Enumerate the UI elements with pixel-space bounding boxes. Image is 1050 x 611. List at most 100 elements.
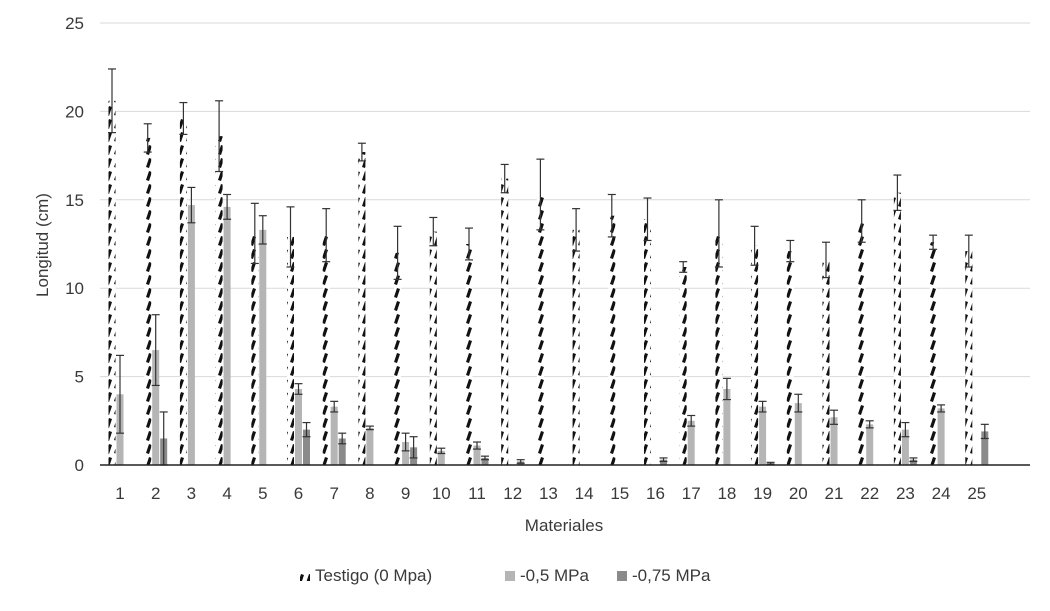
error-bar [607,193,616,238]
legend-item: -0,5 MPa [505,566,590,585]
bar [786,251,794,465]
error-bar [714,199,723,268]
error-bar [322,208,331,263]
bar [366,427,374,465]
x-tick-label: 3 [187,484,196,503]
bar [794,403,802,465]
x-tick-label: 20 [789,484,808,503]
x-tick-label: 11 [468,484,486,503]
error-bar [687,414,696,427]
bar [965,251,973,465]
error-bar [937,404,946,413]
error-bar [143,123,152,153]
error-bar [822,241,830,279]
y-tick-label: 5 [75,368,84,387]
legend-item: Testigo (0 Mpa) [300,566,432,585]
bar [437,450,445,465]
x-tick-label: 13 [539,484,558,503]
error-bar [722,377,731,401]
error-bar [786,239,795,263]
error-bar [223,193,232,220]
error-bar [409,436,418,459]
error-bar [794,393,803,413]
x-tick-label: 16 [646,484,665,503]
x-tick-label: 14 [575,484,594,503]
error-bar [643,197,652,242]
legend-swatch [505,571,515,581]
x-axis-title: Materiales [525,516,603,535]
error-bar [429,216,438,247]
error-bar [365,425,374,431]
bar [108,100,116,466]
bar [909,459,917,465]
error-bar [151,314,160,387]
bar [536,194,544,465]
error-bar [536,158,545,231]
x-tick-labels: 1 2 3 4 5 6 7 8 9 10 11 12 13 14 15 16 17 18 19 20 21 22 23 24 2… [115,484,986,503]
x-tick-label: 5 [258,484,267,503]
x-tick-label: 21 [825,484,844,503]
error-bar [750,225,759,266]
error-bar [401,432,410,452]
error-bar [980,423,989,440]
bar [822,259,830,465]
error-bar [393,225,402,280]
y-tick-label: 25 [65,14,84,33]
x-tick-label: 24 [932,484,951,503]
error-bar [338,432,347,445]
bar [608,215,616,465]
y-axis-title: Longitud (cm) [33,193,52,297]
error-bar [830,409,838,425]
bar [687,420,695,465]
bar [179,118,187,466]
x-tick-label: 9 [401,484,410,503]
bar [858,221,866,465]
error-bar [481,455,489,461]
error-bar [516,459,525,464]
error-bar [901,421,910,438]
x-tick-label: 8 [365,484,374,503]
error-bar [964,234,973,268]
bar [330,406,338,465]
x-tick-label: 4 [222,484,231,503]
x-tick-label: 12 [503,484,522,503]
bar [429,231,437,465]
error-bar [179,101,188,135]
bar [901,429,909,465]
bar [358,152,366,465]
error-bar [108,68,116,134]
error-bar [357,142,366,162]
bar [473,445,481,465]
error-bar [302,421,311,438]
bar [751,245,759,465]
legend: Testigo (0 Mpa) -0,5 MPa -0,75 MPa [300,566,711,585]
legend-swatch [617,571,627,581]
bar [723,388,731,465]
bar [295,388,302,465]
x-tick-label: 17 [682,484,701,503]
bar [715,233,723,465]
bar [866,424,874,465]
bar [929,242,937,465]
bar [251,233,259,465]
bar [144,137,152,466]
bar [402,442,410,465]
x-tick-label: 15 [610,484,629,503]
error-bar [572,208,581,252]
legend-label: -0,75 MPa [632,566,711,585]
bar [572,229,580,465]
bar [215,136,223,466]
legend-swatch [300,571,310,581]
y-tick-label: 20 [65,102,84,121]
bar [481,457,489,465]
x-tick-label: 25 [967,484,986,503]
gridlines [100,22,1030,378]
legend-label: -0,5 MPa [520,566,590,585]
x-tick-label: 22 [860,484,879,503]
bar [501,178,509,466]
error-bar [250,202,259,265]
bar [303,429,310,465]
bar [981,431,989,465]
error-bar [500,163,509,194]
x-tick-label: 23 [896,484,915,503]
